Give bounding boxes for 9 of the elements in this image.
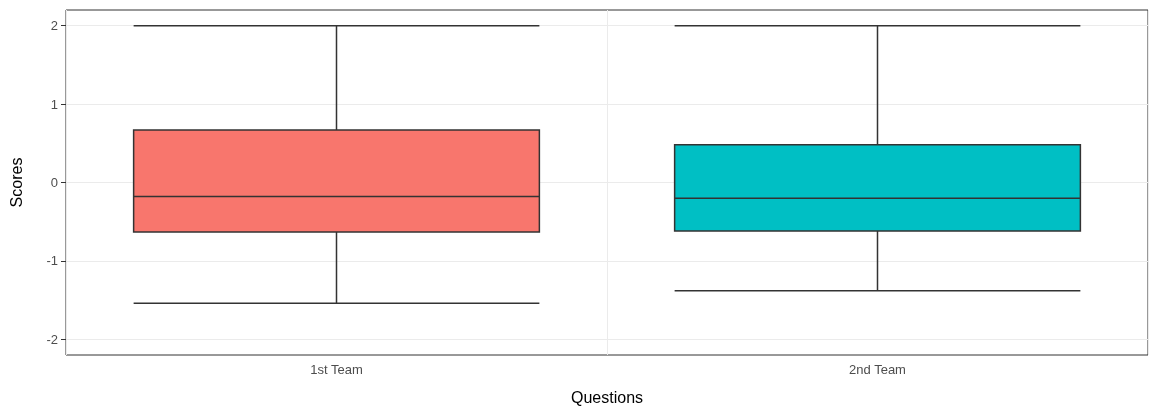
x-axis-title: Questions — [570, 388, 644, 406]
y-tick-label: -2 — [46, 331, 58, 347]
y-tick-label: -1 — [46, 253, 58, 269]
y-tick-label: 2 — [50, 18, 58, 34]
y-tick-label: 1 — [50, 96, 58, 112]
y-tick-label: 0 — [50, 175, 58, 190]
x-tick-label: 1st Team — [310, 362, 363, 377]
x-tick-label: 2nd Team — [849, 362, 906, 377]
y-axis-title: Scores — [7, 157, 25, 208]
